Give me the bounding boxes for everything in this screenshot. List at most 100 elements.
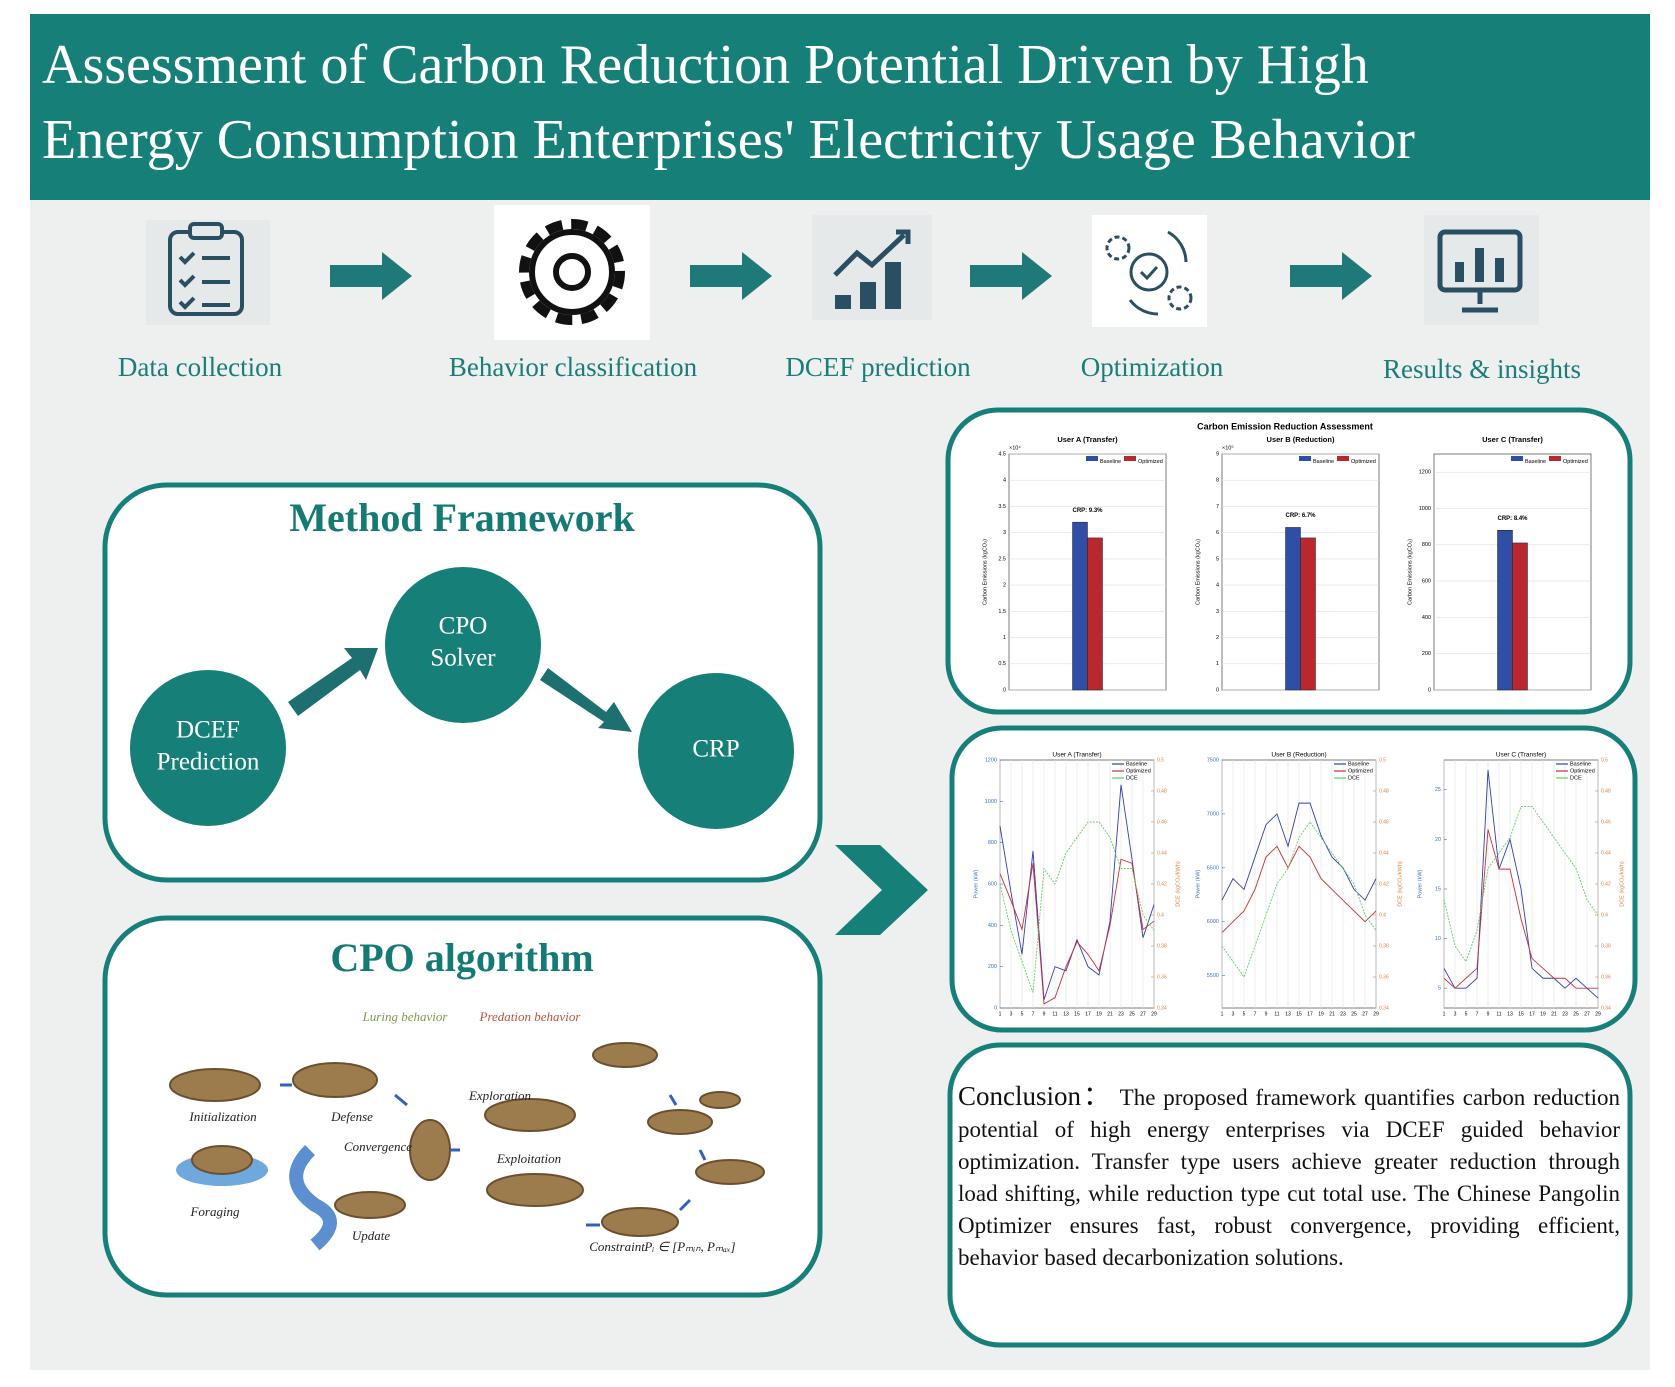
legend-label: DCE	[1570, 775, 1582, 781]
y-tick-label: 800	[1422, 542, 1431, 548]
subplot-title: User A (Transfer)	[1057, 435, 1118, 444]
step-label: Exploitation	[496, 1151, 561, 1166]
y2-tick-label: 0.5	[1157, 757, 1164, 763]
y2-tick-label: 0.42	[1601, 881, 1611, 887]
y-tick-label: 4	[1216, 583, 1219, 589]
step-label: Constraint	[589, 1239, 645, 1254]
node-label: CPO	[439, 613, 488, 640]
y-tick-label: 8	[1216, 478, 1219, 484]
x-tick-label: 7	[1254, 1011, 1257, 1017]
y-tick-label: 400	[988, 923, 997, 929]
legend-label: Optimized	[1351, 459, 1376, 465]
step-label: Optimization	[1081, 352, 1224, 382]
series-line	[1221, 821, 1377, 978]
y-tick-label: 4	[1003, 478, 1006, 484]
node-label: Solver	[430, 645, 496, 672]
y2-tick-label: 0.46	[1157, 819, 1167, 825]
y2-tick-label: 0.34	[1601, 1005, 1611, 1011]
y2-tick-label: 0.44	[1379, 850, 1389, 856]
y2-axis-label: DCE (kgCO₂/kWh)	[1397, 861, 1403, 907]
x-tick-label: 15	[1296, 1011, 1302, 1017]
legend-label: Baseline	[1313, 459, 1334, 465]
subplot-title: User A (Transfer)	[1052, 752, 1101, 759]
x-tick-label: 27	[1362, 1011, 1368, 1017]
legend-label: Baseline	[1525, 459, 1546, 465]
x-tick-label: 7	[1476, 1011, 1479, 1017]
x-tick-label: 25	[1573, 1011, 1579, 1017]
x-tick-label: 19	[1540, 1011, 1546, 1017]
x-tick-label: 13	[1507, 1011, 1513, 1017]
bar	[1300, 537, 1316, 691]
y-tick-label: 1000	[985, 799, 997, 805]
y-tick-label: 0	[994, 1005, 997, 1011]
framework-nodes	[130, 567, 794, 829]
x-tick-label: 23	[1562, 1011, 1568, 1017]
y2-tick-label: 0.42	[1379, 881, 1389, 887]
x-tick-label: 11	[1274, 1011, 1279, 1017]
x-tick-label: 15	[1518, 1011, 1524, 1017]
series-line	[1443, 806, 1599, 963]
x-tick-label: 19	[1318, 1011, 1324, 1017]
y-axis-label: Carbon Emissions (kgCO₂)	[982, 539, 988, 605]
y2-tick-label: 0.48	[1379, 788, 1389, 794]
y-tick-label: 1	[1003, 635, 1006, 641]
phase-label: Luring behavior	[362, 1009, 449, 1024]
y-axis-label: Power (kW)	[1195, 869, 1201, 898]
legend-swatch	[1337, 456, 1349, 461]
step-label: Data collection	[118, 352, 283, 382]
series-line	[1221, 802, 1377, 901]
icon-clipboard	[146, 220, 270, 325]
bar-chart: User C (Transfer) 0 200 400 600 800 1000 1200 Ca…	[1407, 435, 1592, 693]
y-tick-label: 800	[988, 840, 997, 846]
step-label: Results & insights	[1383, 354, 1581, 384]
x-tick-label: 29	[1373, 1011, 1379, 1017]
y2-axis-label: DCE (kgCO₂/kWh)	[1619, 861, 1625, 907]
series-line	[1443, 769, 1599, 999]
y2-tick-label: 0.48	[1157, 788, 1167, 794]
x-tick-label: 29	[1595, 1011, 1601, 1017]
y-tick-label: 600	[1422, 579, 1431, 585]
y2-tick-label: 0.46	[1379, 819, 1389, 825]
series-line	[999, 784, 1155, 1000]
conclusion-text: The proposed framework quantifies carbon…	[958, 1085, 1620, 1270]
bar	[1512, 542, 1528, 691]
y-tick-label: 2	[1003, 583, 1006, 589]
y-tick-label: 15	[1435, 886, 1441, 892]
node-label: DCEF	[176, 717, 240, 744]
y-tick-label: 5	[1438, 986, 1441, 992]
step-label: Behavior classification	[449, 352, 698, 382]
x-tick-label: 9	[1043, 1011, 1046, 1017]
step-label: DCEF prediction	[785, 352, 971, 382]
y2-tick-label: 0.36	[1601, 974, 1611, 980]
x-tick-label: 11	[1496, 1011, 1501, 1017]
y-axis-label: Carbon Emissions (kgCO₂)	[1195, 539, 1201, 605]
x-tick-label: 21	[1551, 1011, 1557, 1017]
y2-tick-label: 0.38	[1601, 943, 1611, 949]
legend-label: Optimized	[1138, 459, 1163, 465]
bar	[1497, 529, 1513, 691]
x-tick-label: 25	[1129, 1011, 1135, 1017]
legend-label: Baseline	[1570, 761, 1591, 767]
constraint-formula: Pᵢ ∈ [Pₘᵢₙ, Pₘₐₓ]	[643, 1239, 735, 1254]
y2-tick-label: 0.46	[1601, 819, 1611, 825]
title-line: Energy Consumption Enterprises' Electric…	[42, 109, 1415, 171]
subplot-title: User C (Transfer)	[1496, 752, 1546, 759]
bar-chart: User B (Reduction) ×10⁵ 0 1 2 3 4 5 6 7 8 9 Carbon E…	[1195, 435, 1380, 693]
cpo-title: CPO algorithm	[330, 935, 593, 980]
x-tick-label: 17	[1529, 1011, 1535, 1017]
y-axis-label: Power (kW)	[1417, 869, 1423, 898]
icon-optimization	[1092, 215, 1207, 327]
y-tick-label: 7000	[1207, 811, 1219, 817]
x-tick-label: 3	[1232, 1011, 1235, 1017]
x-tick-label: 23	[1118, 1011, 1124, 1017]
series-line	[1443, 829, 1598, 989]
y-tick-label: 6	[1216, 530, 1219, 536]
axis-multiplier: ×10⁵	[1222, 444, 1234, 451]
y-tick-label: 200	[988, 964, 997, 970]
y-tick-label: 6000	[1207, 919, 1219, 925]
legend-label: DCE	[1126, 775, 1138, 781]
y-tick-label: 20	[1435, 837, 1441, 843]
step-label: Defense	[330, 1109, 373, 1124]
y-tick-label: 1000	[1419, 506, 1431, 512]
